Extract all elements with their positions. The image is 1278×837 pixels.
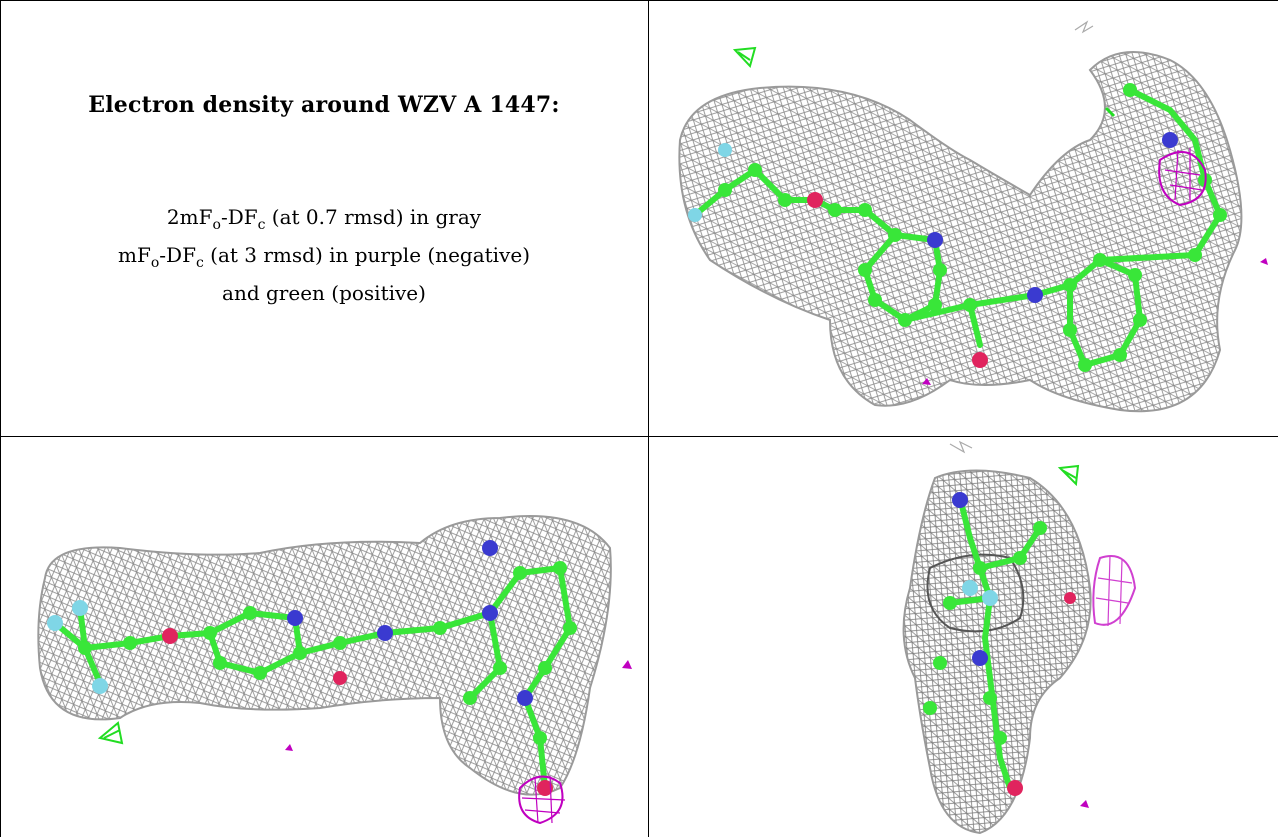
small-negative-spots bbox=[285, 660, 632, 751]
ligand-atoms bbox=[923, 492, 1076, 796]
caption-line-2fo-dfc: 2mFo-DFc (at 0.7 rmsd) in gray bbox=[166, 205, 482, 233]
positive-density-blobs bbox=[732, 46, 1116, 118]
caption-line-fo-dfc: mFo-DFc (at 3 rmsd) in purple (negative) bbox=[118, 243, 530, 271]
gray-mesh-2fo-dfc bbox=[902, 469, 1092, 835]
small-negative-spots bbox=[1080, 800, 1089, 808]
stray-mesh bbox=[1074, 20, 1094, 34]
positive-density-blobs bbox=[1057, 464, 1080, 487]
divider-vertical bbox=[648, 0, 649, 837]
border-top bbox=[0, 0, 1278, 1]
density-view-bottom-right bbox=[650, 438, 1278, 837]
negative-density-blob bbox=[518, 775, 566, 825]
caption-line-positive: and green (positive) bbox=[222, 281, 426, 305]
negative-density-blob bbox=[1092, 555, 1137, 627]
ligand-atoms bbox=[688, 83, 1227, 372]
gray-mesh-2fo-dfc bbox=[678, 51, 1243, 413]
figure-title: Electron density around WZV A 1447: bbox=[88, 92, 560, 118]
positive-density-blobs bbox=[97, 721, 124, 745]
gray-mesh-2fo-dfc bbox=[37, 515, 612, 796]
stray-mesh bbox=[949, 440, 973, 454]
density-view-bottom-left bbox=[0, 438, 648, 837]
negative-density-blob bbox=[1158, 148, 1207, 207]
border-left bbox=[0, 0, 1, 837]
density-view-top-right bbox=[650, 0, 1278, 436]
caption-panel: Electron density around WZV A 1447: 2mFo… bbox=[0, 0, 648, 436]
caption-description: 2mFo-DFc (at 0.7 rmsd) in gray mFo-DFc (… bbox=[118, 202, 530, 308]
divider-horizontal bbox=[0, 436, 1278, 437]
small-negative-spots bbox=[922, 258, 1268, 385]
ligand-atoms bbox=[47, 540, 577, 796]
